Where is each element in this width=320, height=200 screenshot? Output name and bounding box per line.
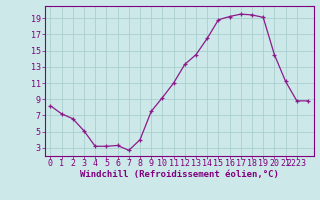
X-axis label: Windchill (Refroidissement éolien,°C): Windchill (Refroidissement éolien,°C) (80, 170, 279, 179)
